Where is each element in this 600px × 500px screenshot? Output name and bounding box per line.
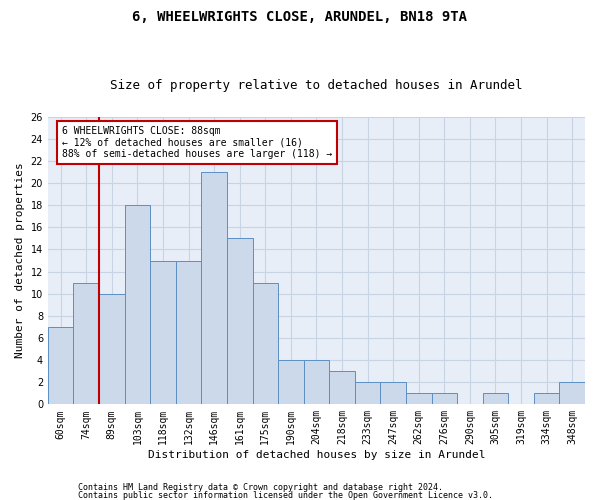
Bar	[559, 382, 585, 404]
Bar	[304, 360, 329, 405]
Bar	[534, 394, 559, 404]
Bar	[431, 394, 457, 404]
Bar	[48, 327, 73, 404]
Bar	[125, 206, 150, 404]
Bar	[278, 360, 304, 405]
Bar	[227, 238, 253, 404]
Text: Contains public sector information licensed under the Open Government Licence v3: Contains public sector information licen…	[78, 490, 493, 500]
Bar	[253, 282, 278, 405]
Text: Contains HM Land Registry data © Crown copyright and database right 2024.: Contains HM Land Registry data © Crown c…	[78, 484, 443, 492]
Title: Size of property relative to detached houses in Arundel: Size of property relative to detached ho…	[110, 79, 523, 92]
Bar	[99, 294, 125, 405]
Bar	[73, 282, 99, 405]
Bar	[406, 394, 431, 404]
Bar	[380, 382, 406, 404]
X-axis label: Distribution of detached houses by size in Arundel: Distribution of detached houses by size …	[148, 450, 485, 460]
Text: 6 WHEELWRIGHTS CLOSE: 88sqm
← 12% of detached houses are smaller (16)
88% of sem: 6 WHEELWRIGHTS CLOSE: 88sqm ← 12% of det…	[62, 126, 332, 159]
Bar	[355, 382, 380, 404]
Bar	[329, 371, 355, 404]
Bar	[150, 260, 176, 404]
Text: 6, WHEELWRIGHTS CLOSE, ARUNDEL, BN18 9TA: 6, WHEELWRIGHTS CLOSE, ARUNDEL, BN18 9TA	[133, 10, 467, 24]
Bar	[176, 260, 202, 404]
Y-axis label: Number of detached properties: Number of detached properties	[15, 162, 25, 358]
Bar	[482, 394, 508, 404]
Bar	[202, 172, 227, 404]
